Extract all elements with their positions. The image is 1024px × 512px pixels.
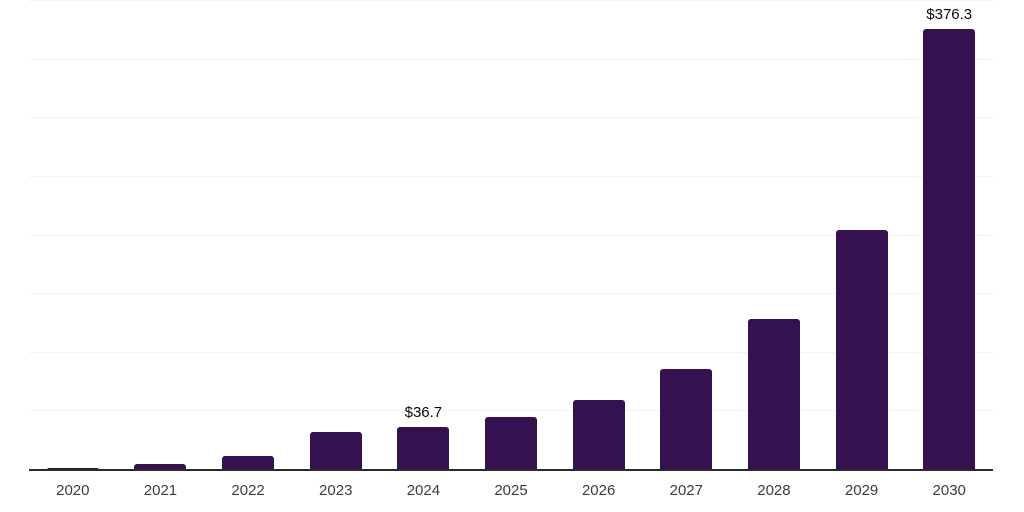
bar-2025 [485,416,538,470]
bar-column-2028 [730,1,818,470]
bar-2028 [747,319,800,470]
gridline-250 [29,175,993,177]
gridline-150 [29,293,993,295]
x-tick-label-2026: 2026 [581,482,616,499]
gridline-200 [29,234,993,236]
bar-2020 [46,467,99,470]
bar-2022 [222,456,275,470]
x-tick-label-2022: 2022 [231,482,265,499]
bar-column-2025 [467,1,555,470]
x-tick-label-2020: 2020 [56,482,90,499]
bar-column-2021 [117,1,205,470]
x-tick-label-2030: 2030 [932,482,966,499]
bar-value-label-2030: $376.3 [926,5,973,23]
x-tick-label-2025: 2025 [494,482,528,499]
bar-value-label-2024: $36.7 [404,403,443,421]
bar-2030 [923,28,976,470]
bar-column-2026 [555,1,643,470]
x-tick-label-2027: 2027 [669,482,703,499]
x-tick-label-2029: 2029 [844,482,879,499]
bar-column-2023 [292,1,380,470]
x-tick-label-2023: 2023 [319,482,353,499]
bar-column-2024: $36.7 [380,1,468,470]
bar-column-2030: $376.3 [905,1,993,470]
plot-area: $36.7 $376.3 [29,0,993,471]
x-tick-label-2028: 2028 [757,482,791,499]
bar-column-2022 [204,1,292,470]
bar-2021 [134,464,187,470]
gridline-300 [29,117,993,119]
bar-2026 [572,399,625,470]
x-axis-line [29,469,993,471]
bars-container: $36.7 $376.3 [29,1,993,470]
gridline-350 [29,58,993,60]
gridline-50 [29,410,993,412]
bar-2024 [397,426,450,470]
bar-2023 [309,432,362,470]
bar-column-2020 [29,1,117,470]
bar-2027 [660,369,713,470]
x-axis-labels: 2020 2021 2022 2023 2024 2025 2026 2027 2028 2029… [29,482,993,500]
x-tick-label-2024: 2024 [406,482,441,499]
gridline-100 [29,351,993,353]
gridline-400 [29,0,993,1]
bar-2029 [835,229,888,470]
bar-column-2029 [818,1,906,470]
x-tick-label-2021: 2021 [143,482,178,499]
bar-column-2027 [642,1,730,470]
